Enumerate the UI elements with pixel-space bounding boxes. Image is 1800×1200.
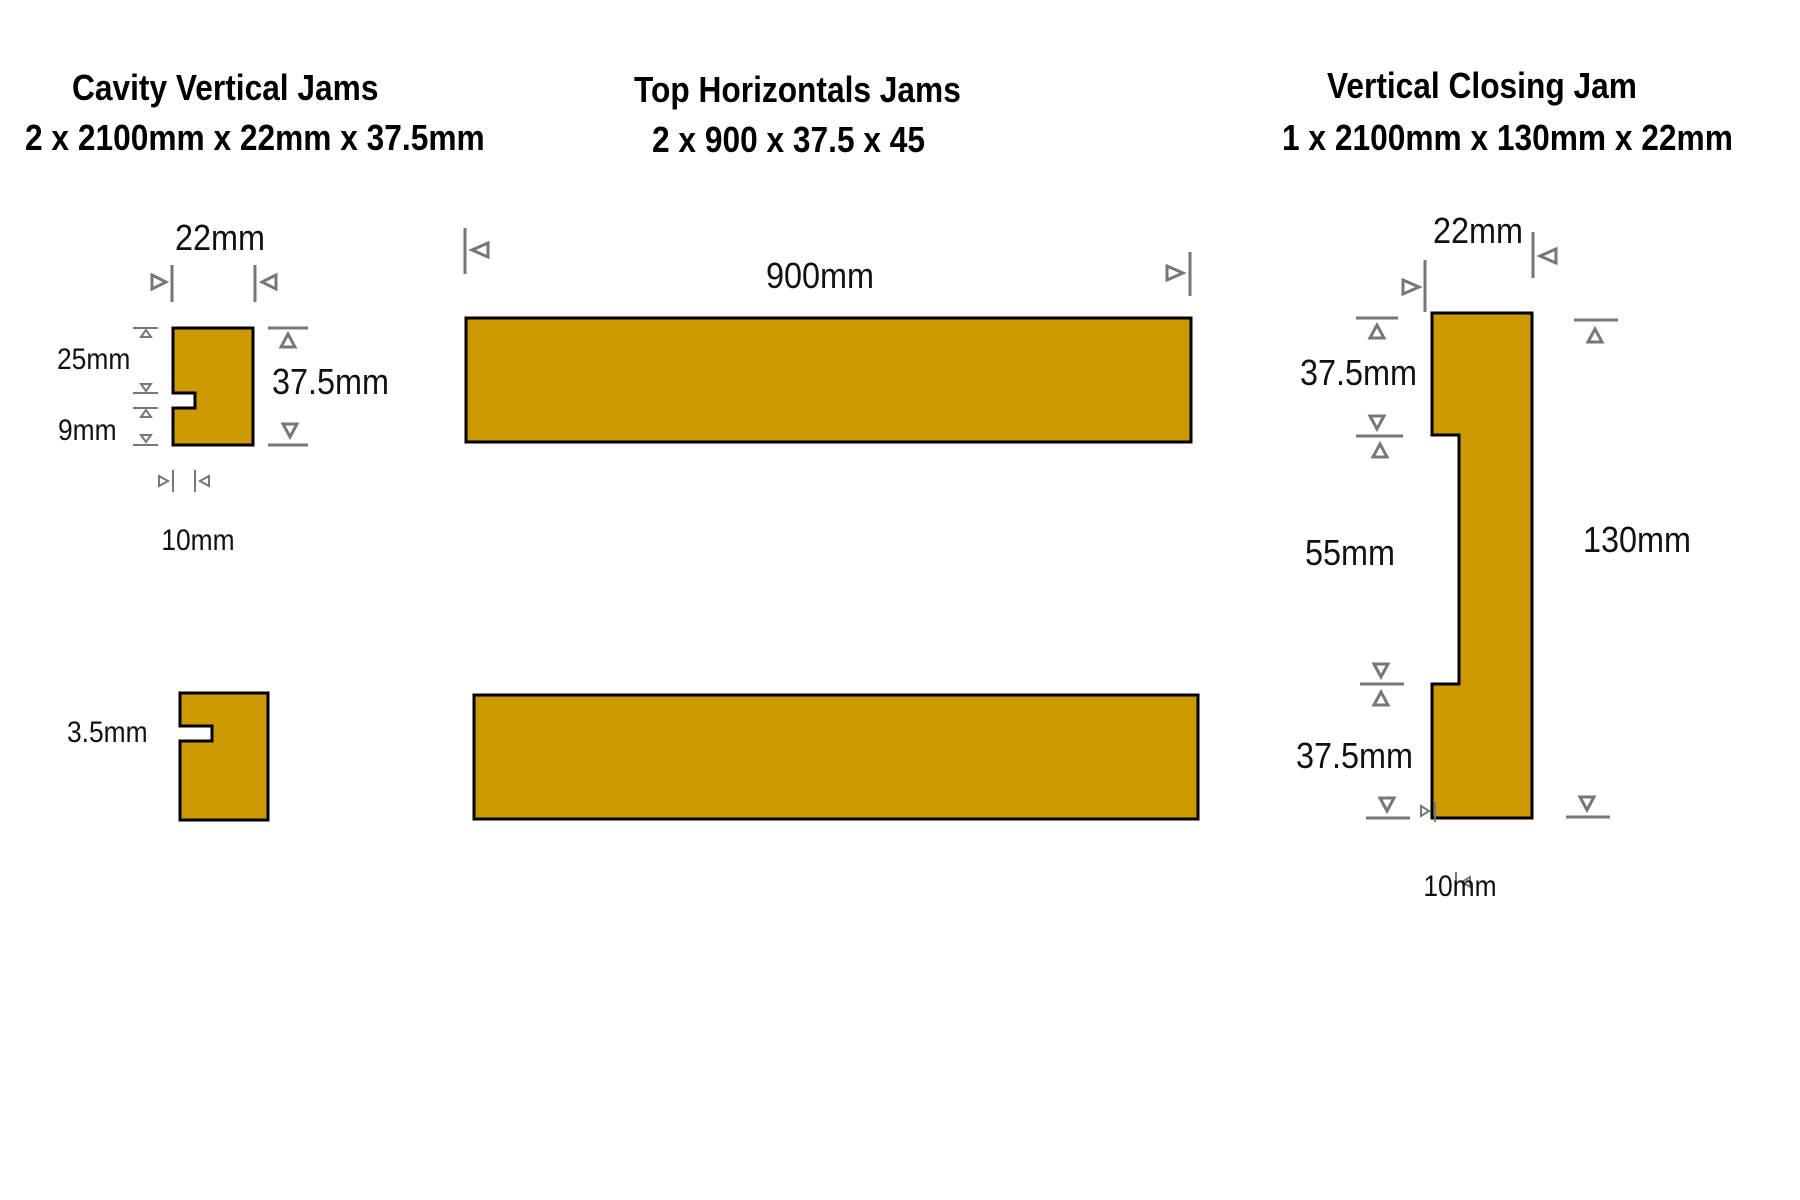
closing-height-label: 130mm	[1583, 520, 1691, 560]
cavity-subtitle: 2 x 2100mm x 22mm x 37.5mm	[25, 117, 485, 158]
cavity-slot-label: 3.5mm	[67, 714, 148, 748]
cavity-groove-label: 9mm	[58, 412, 117, 446]
closing-depth-label: 10mm	[1423, 868, 1496, 902]
closing-subtitle: 1 x 2100mm x 130mm x 22mm	[1282, 117, 1733, 158]
cavity-jam-profile	[171, 326, 255, 447]
closing-top-label: 37.5mm	[1300, 353, 1417, 393]
top-title: Top Horizontals Jams	[634, 69, 961, 110]
closing-bottom-label: 37.5mm	[1296, 736, 1413, 776]
cavity-depth-dimension	[158, 470, 210, 492]
top-jam-bar-2	[472, 693, 1200, 821]
cavity-width-dimension	[150, 265, 278, 302]
cavity-title: Cavity Vertical Jams	[72, 67, 379, 108]
cavity-left-dimension	[133, 327, 158, 446]
top-jam-bar-1	[464, 316, 1193, 444]
closing-left-dimension	[1356, 316, 1410, 820]
closing-jam-profile	[1430, 311, 1534, 820]
cavity-width-label: 22mm	[175, 218, 265, 258]
cavity-top-label: 25mm	[57, 341, 130, 375]
cavity-jam-profile-2	[178, 691, 270, 822]
top-length-label: 900mm	[766, 256, 874, 296]
closing-width-dimension	[1401, 232, 1558, 312]
top-length-dimension	[463, 228, 1192, 296]
closing-width-label: 22mm	[1433, 211, 1523, 251]
cavity-depth-label: 10mm	[161, 522, 234, 556]
closing-depth-dimension	[1420, 802, 1471, 892]
cavity-height-dimension	[268, 326, 308, 447]
closing-right-dimension	[1566, 318, 1618, 819]
closing-middle-label: 55mm	[1305, 533, 1395, 573]
cavity-height-label: 37.5mm	[272, 362, 389, 402]
top-subtitle: 2 x 900 x 37.5 x 45	[652, 119, 926, 160]
closing-title: Vertical Closing Jam	[1327, 65, 1637, 106]
